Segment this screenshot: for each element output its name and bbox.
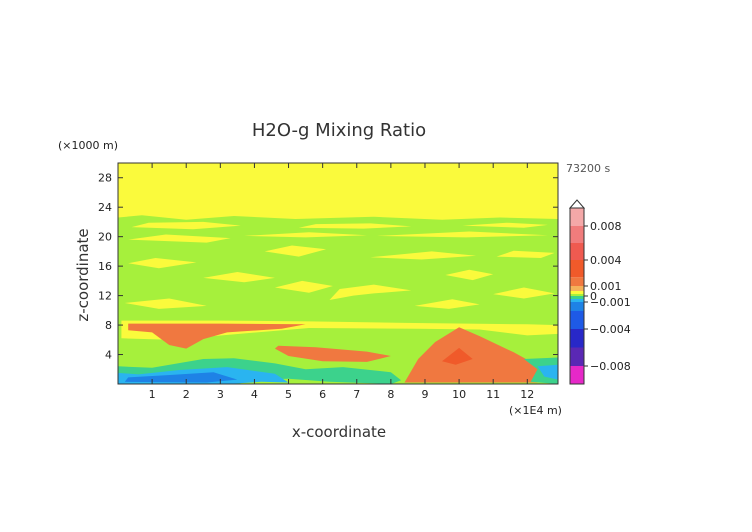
y-tick-label: 16	[98, 260, 112, 273]
colorbar-tick-label: 0.008	[590, 220, 622, 233]
x-tick-label: 11	[486, 388, 500, 401]
x-tick-label: 7	[353, 388, 360, 401]
x-axis-ticks: 1 2 3 4 5 6 7 8 9 10 11 12	[149, 163, 534, 401]
colorbar-band	[570, 329, 584, 348]
y-tick-label: 4	[105, 349, 112, 362]
contour-region-orange	[404, 327, 541, 383]
contour-region-yellow	[445, 269, 494, 281]
contour-region-yellow	[264, 245, 327, 257]
contour-region-yellow	[128, 258, 197, 269]
x-tick-label: 6	[319, 388, 326, 401]
contour-region-yellow	[124, 298, 207, 309]
colorbar-tick-label: 0.001	[590, 280, 622, 293]
time-label: 73200 s	[566, 162, 610, 175]
colorbar-band	[570, 299, 584, 302]
x-tick-label: 4	[251, 388, 258, 401]
y-tick-label: 20	[98, 231, 112, 244]
x-tick-label: 12	[520, 388, 534, 401]
colorbar-band	[570, 277, 584, 286]
x-tick-label: 9	[421, 388, 428, 401]
colorbar-max-arrow	[568, 199, 586, 209]
colorbar-band	[570, 291, 584, 294]
colorbar-band	[570, 347, 584, 366]
y-tick-label: 12	[98, 290, 112, 303]
colorbar-tick-label: −0.008	[590, 360, 631, 373]
colorbar-tick-label: 0	[590, 290, 597, 303]
contour-region-blue	[124, 372, 238, 383]
contour-region-yellow	[414, 299, 480, 309]
x-tick-label: 1	[149, 388, 156, 401]
x-tick-label: 8	[387, 388, 394, 401]
contour-region-yellow	[493, 287, 555, 299]
colorbar-band	[570, 296, 584, 299]
contour-region-yellow	[203, 272, 275, 283]
contour-region-yellow	[462, 222, 548, 228]
colorbar-band	[570, 294, 584, 296]
x-tick-label: 3	[217, 388, 224, 401]
contour-region-red	[442, 347, 473, 365]
contour-region-yellow	[370, 251, 477, 260]
y-tick-label: 28	[98, 172, 112, 185]
contour-regions	[118, 163, 558, 384]
x-tick-label: 2	[183, 388, 190, 401]
contour-region-yellow	[274, 280, 333, 293]
colorbar-band	[570, 243, 584, 260]
y-axis-label: z-coordinate	[74, 228, 92, 321]
colorbar-band	[570, 366, 584, 384]
plot-frame	[117, 162, 559, 385]
contour-region-yellow	[128, 234, 231, 243]
colorbar-tick-label: −0.004	[590, 323, 631, 336]
chart-title: H2O-g Mixing Ratio	[252, 120, 426, 141]
colorbar-band	[570, 311, 584, 329]
colorbar-tick-label: −0.001	[590, 296, 631, 309]
x-unit-label: (×1E4 m)	[509, 404, 562, 417]
y-tick-label: 8	[105, 319, 112, 332]
x-tick-label: 10	[452, 388, 466, 401]
contour-region-yellow	[329, 284, 412, 300]
colorbar-band	[570, 226, 584, 243]
contour-region-yellow	[377, 231, 548, 238]
contour-region-yellow	[298, 223, 412, 229]
contour-region-orange	[128, 323, 306, 349]
contour-region-yellow	[244, 232, 367, 238]
y-unit-label: (×1000 m)	[58, 139, 118, 152]
colorbar-band	[570, 260, 584, 278]
y-tick-label: 24	[98, 201, 112, 214]
colorbar-bands	[570, 208, 584, 384]
contour-region-yellow	[131, 221, 241, 230]
x-tick-label: 5	[285, 388, 292, 401]
contour-region-orange	[274, 345, 391, 362]
colorbar-band	[570, 286, 584, 291]
contour-region-lightblue	[537, 364, 558, 380]
y-axis-ticks: 4 8 12 16 20 24 28	[98, 172, 558, 362]
colorbar-band	[570, 302, 584, 311]
contour-region-yellow	[496, 250, 555, 258]
x-axis-label: x-coordinate	[292, 423, 386, 441]
colorbar-band	[570, 208, 584, 226]
colorbar-tick-label: 0.004	[590, 254, 622, 267]
